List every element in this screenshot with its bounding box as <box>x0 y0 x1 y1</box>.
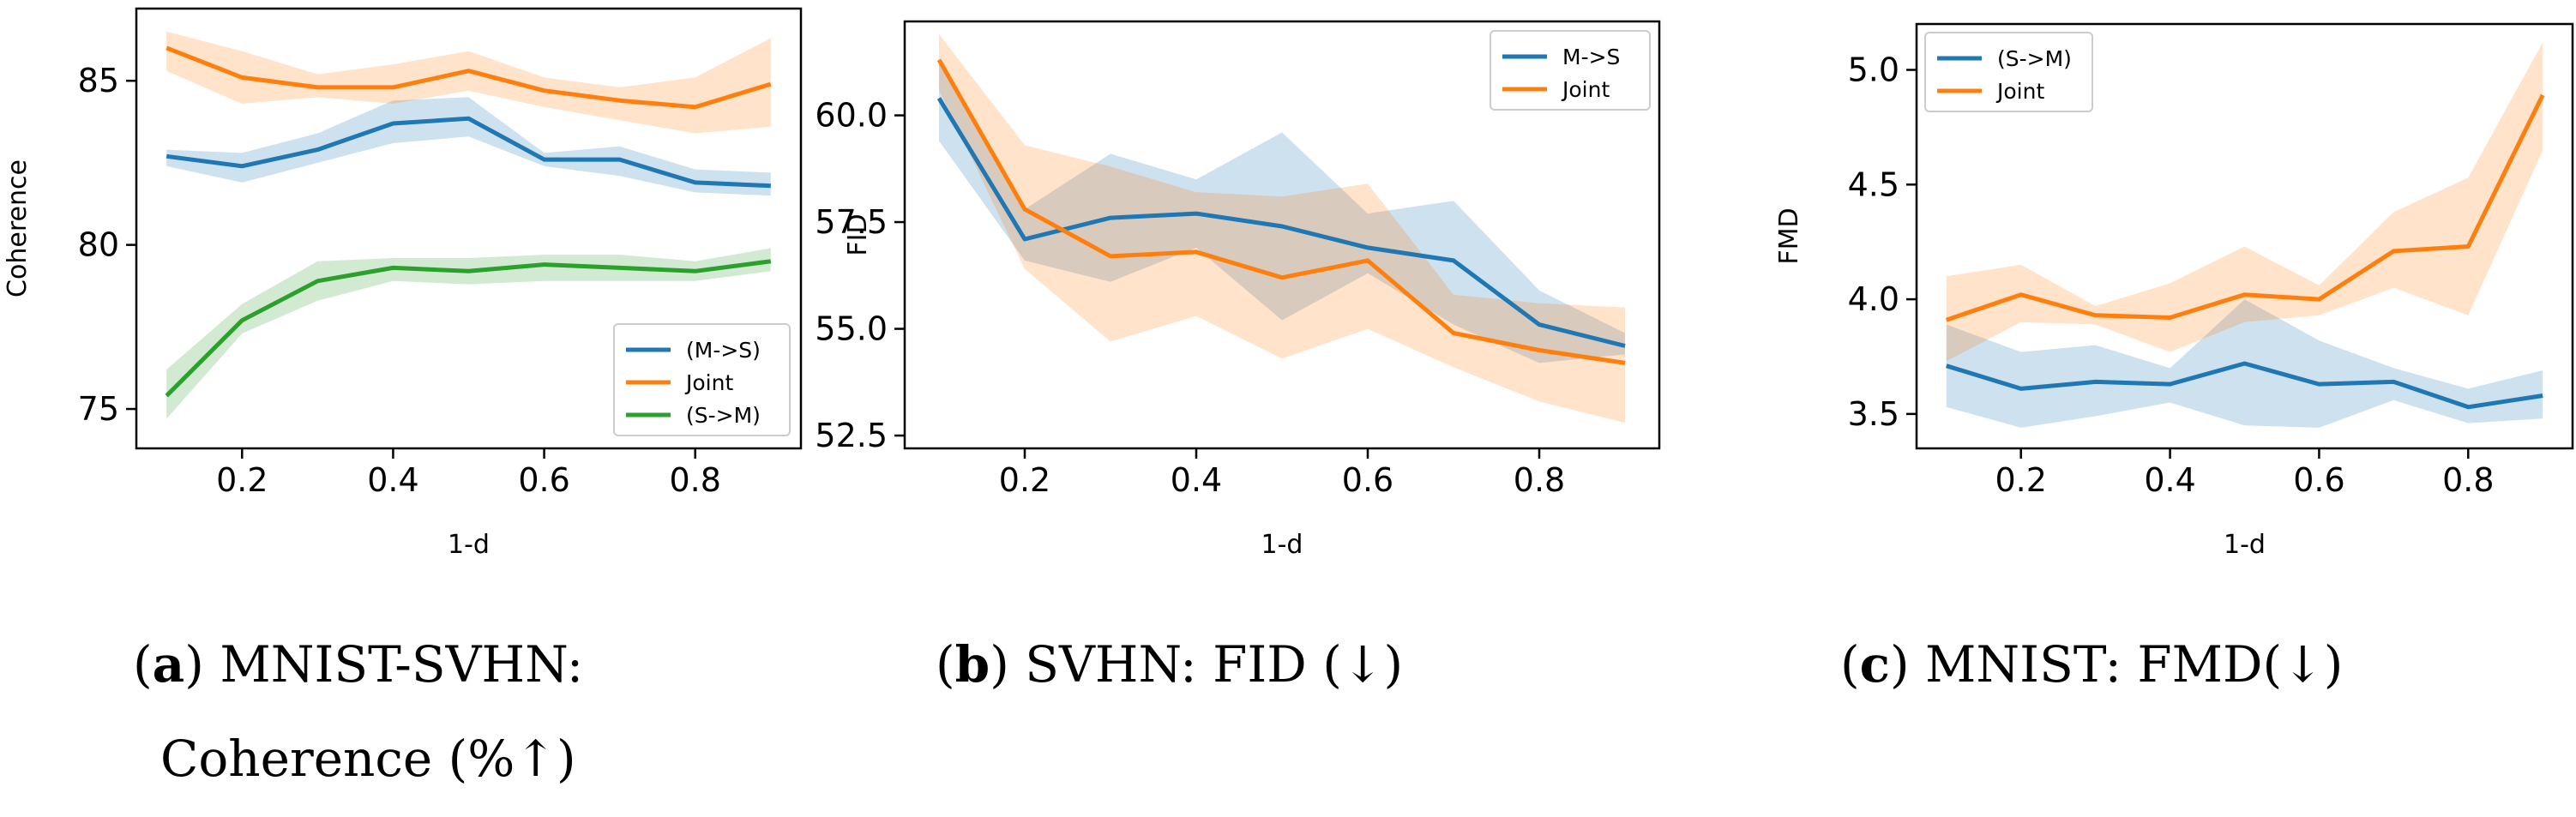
x-tick-label: 0.2 <box>216 461 268 499</box>
x-tick-label: 0.4 <box>2144 461 2195 499</box>
series-line-1 <box>1945 93 2545 322</box>
legend-label-0: (M->S) <box>686 338 761 363</box>
series-line-2 <box>165 259 772 398</box>
x-axis-label: 1-d <box>1261 530 1303 560</box>
chart-panel-c: 0.2 0.4 0.6 0.8 3.5 4.0 4.5 5.0 1-d FMD (S->M) Join… <box>1774 22 2574 694</box>
panel-caption: Coherence (%↑) <box>160 730 576 788</box>
confidence-band-0 <box>166 97 771 196</box>
x-tick-label: 0.2 <box>1995 461 2046 499</box>
panel-tag: a <box>153 635 185 694</box>
series-line-0 <box>936 97 1626 348</box>
y-tick-label: 55.0 <box>815 310 888 348</box>
x-tick-label: 0.6 <box>2293 461 2344 499</box>
series-line-0 <box>1946 361 2543 410</box>
legend-label-0: M->S <box>1562 45 1620 69</box>
axes-frame <box>1915 22 2574 450</box>
x-tick-label: 0.8 <box>2442 461 2494 499</box>
panel-caption: (a) MNIST-SVHN: <box>133 635 583 694</box>
axes-frame <box>903 20 1661 450</box>
y-tick-label: 85 <box>78 62 119 99</box>
legend-label-0: (S->M) <box>1997 46 2072 71</box>
x-tick-label: 0.4 <box>367 461 418 499</box>
confidence-band-1 <box>166 31 771 134</box>
legend-label-1: Joint <box>1561 77 1610 102</box>
panel-tag: b <box>955 635 990 694</box>
confidence-band-0 <box>939 59 1625 363</box>
legend-label-1: Joint <box>1995 79 2044 104</box>
series-line-1 <box>936 58 1626 365</box>
chart-panel-b: 0.2 0.4 0.6 0.8 52.5 55.0 57.5 60.0 1-d FID M->S Jo… <box>815 20 1661 694</box>
y-tick-label: 4.0 <box>1848 280 1899 318</box>
y-tick-label: 3.5 <box>1848 395 1899 433</box>
caption-text: SVHN: FID (↓) <box>1025 635 1403 694</box>
x-tick-label: 0.6 <box>1342 461 1393 499</box>
y-axis-label: FMD <box>1774 207 1804 264</box>
confidence-band-2 <box>166 248 771 419</box>
y-tick-label: 52.5 <box>815 417 888 454</box>
x-axis-label: 1-d <box>448 530 490 560</box>
caption-text: MNIST-SVHN: <box>220 635 583 694</box>
y-tick-label: 60.0 <box>815 97 888 135</box>
legend: M->S Joint <box>1490 30 1651 111</box>
y-tick-label: 57.5 <box>815 203 888 241</box>
panel-caption: (c) MNIST: FMD(↓) <box>1840 635 2343 694</box>
legend-label-2: (S->M) <box>686 403 761 428</box>
legend-label-1: Joint <box>684 370 733 395</box>
y-tick-label: 5.0 <box>1848 51 1899 89</box>
panel-caption: (b) SVHN: FID (↓) <box>936 635 1403 694</box>
x-tick-label: 0.8 <box>1514 461 1565 499</box>
x-tick-label: 0.4 <box>1171 461 1222 499</box>
panel-tag: c <box>1860 635 1890 694</box>
legend: (M->S) Joint (S->M) <box>613 323 791 436</box>
y-tick-label: 4.5 <box>1848 165 1899 203</box>
x-axis-label: 1-d <box>2224 530 2266 560</box>
x-tick-label: 0.8 <box>669 461 720 499</box>
x-tick-label: 0.6 <box>518 461 569 499</box>
x-tick-label: 0.2 <box>999 461 1050 499</box>
series-line-0 <box>166 116 771 189</box>
chart-panel-a: 0.2 0.4 0.6 0.8 75 80 85 1-d Coherence (M->S) Join… <box>3 7 803 788</box>
caption-text: MNIST: FMD(↓) <box>1925 635 2343 694</box>
y-axis-label: Coherence <box>3 159 33 297</box>
y-axis-label: FID <box>843 213 873 255</box>
series-line-1 <box>166 45 772 110</box>
confidence-band-1 <box>1946 42 2543 362</box>
y-tick-label: 75 <box>78 390 119 428</box>
legend: (S->M) Joint <box>1924 32 2093 112</box>
y-tick-label: 80 <box>78 226 119 264</box>
axes-frame <box>135 7 803 450</box>
